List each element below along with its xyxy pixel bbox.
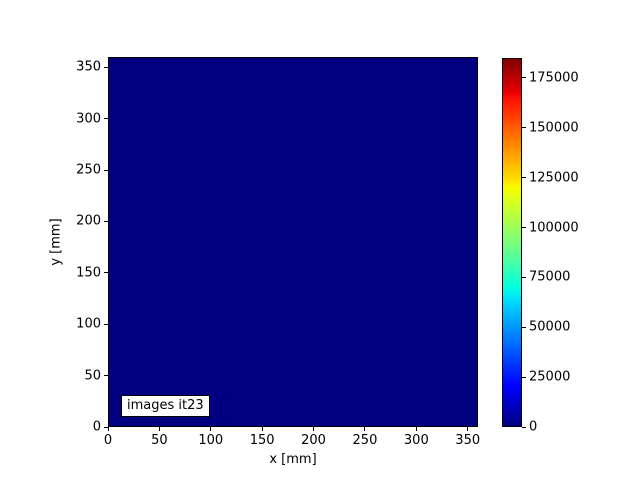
y-tick-label: 250 [76,162,101,178]
colorbar-tick-mark [522,426,526,428]
colorbar-tick-mark [522,376,526,378]
x-tick-mark [415,427,417,431]
x-axis-label: x [mm] [269,452,317,467]
colorbar-tick-label: 175000 [529,70,579,86]
y-tick-mark [104,118,108,120]
x-tick-label: 0 [103,433,113,448]
heatmap-plot-area: images it23 [108,57,478,427]
x-tick-label: 250 [352,433,378,448]
x-tick-mark [313,427,315,431]
y-tick-label: 100 [76,316,101,332]
y-tick-mark [104,426,108,428]
y-tick-mark [104,375,108,377]
x-tick-label: 350 [455,433,481,448]
colorbar-tick-mark [522,227,526,229]
colorbar-tick-mark [522,326,526,328]
colorbar-tick-label: 150000 [529,120,579,136]
colorbar-tick-mark [522,77,526,79]
colorbar-tick-label: 0 [529,419,538,435]
x-tick-label: 200 [301,433,326,448]
colorbar [502,58,522,427]
x-tick-label: 50 [151,433,168,448]
colorbar-tick-label: 50000 [529,319,571,335]
colorbar-tick-label: 100000 [529,220,579,236]
x-tick-label: 300 [403,433,429,448]
y-tick-mark [104,272,108,274]
x-tick-mark [158,427,160,431]
colorbar-tick-mark [522,127,526,129]
x-tick-mark [107,427,109,431]
y-tick-label: 50 [84,368,101,384]
x-tick-mark [210,427,212,431]
x-tick-mark [467,427,469,431]
colorbar-tick-mark [522,276,526,278]
colorbar-tick-label: 25000 [529,369,571,385]
y-tick-label: 200 [76,213,101,229]
colorbar-tick-label: 125000 [529,170,579,186]
y-tick-label: 150 [76,265,101,281]
y-tick-mark [104,66,108,68]
y-tick-label: 300 [76,111,101,127]
colorbar-tick-label: 75000 [529,269,571,285]
colorbar-tick-mark [522,177,526,179]
y-tick-mark [104,169,108,171]
annotation-text: images it23 [127,398,204,413]
x-tick-mark [261,427,263,431]
y-tick-label: 0 [92,419,101,435]
x-tick-mark [364,427,366,431]
annotation-box: images it23 [121,395,210,417]
x-tick-label: 150 [249,433,275,448]
y-tick-mark [104,220,108,222]
y-tick-mark [104,323,108,325]
x-tick-label: 100 [198,433,224,448]
y-tick-label: 350 [76,59,101,75]
